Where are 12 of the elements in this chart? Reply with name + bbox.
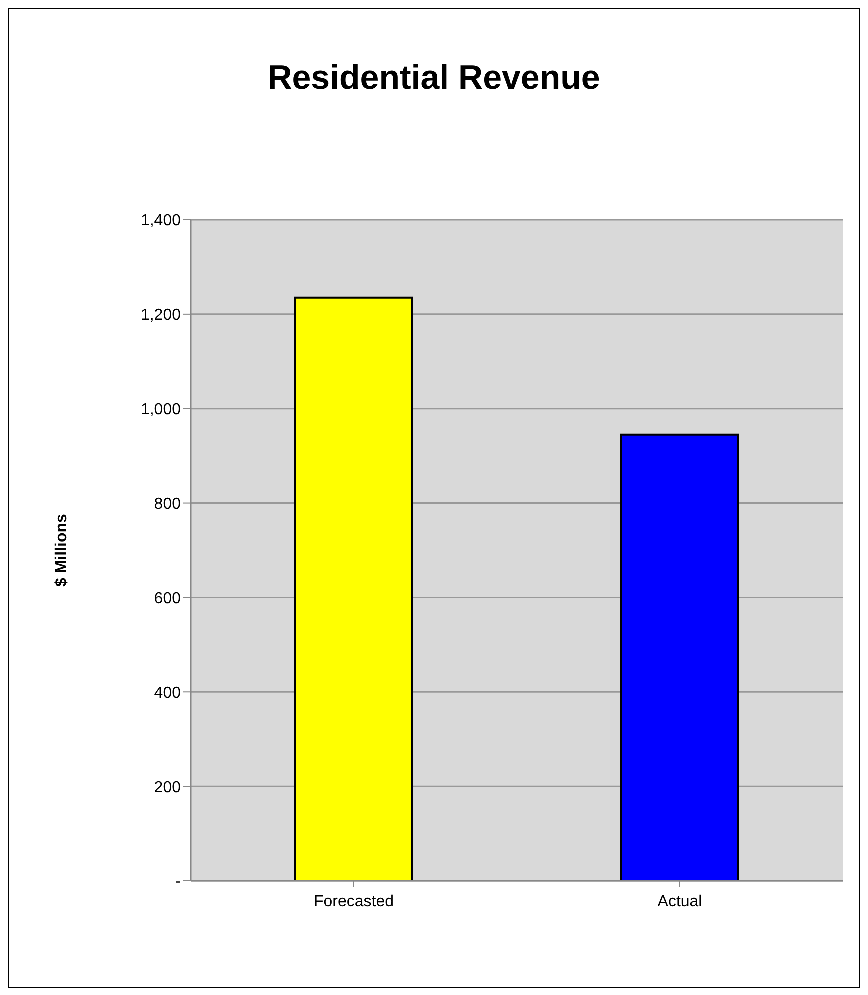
x-tick-label: Actual xyxy=(658,893,702,910)
chart-title: Residential Revenue xyxy=(266,59,602,98)
y-axis-title: $ Millions xyxy=(54,514,71,587)
y-tick-label: 1,000 xyxy=(140,402,182,419)
y-tick-label: - xyxy=(176,874,181,891)
y-tick-label: 800 xyxy=(154,496,182,513)
y-tick-label: 400 xyxy=(154,684,182,702)
y-tick-label: 1,200 xyxy=(140,307,182,324)
y-tick-label: 1,400 xyxy=(140,212,182,230)
y-tick-label: 600 xyxy=(154,590,182,608)
x-tick-label: Forecasted xyxy=(314,893,394,910)
y-tick-label: 200 xyxy=(154,779,182,796)
